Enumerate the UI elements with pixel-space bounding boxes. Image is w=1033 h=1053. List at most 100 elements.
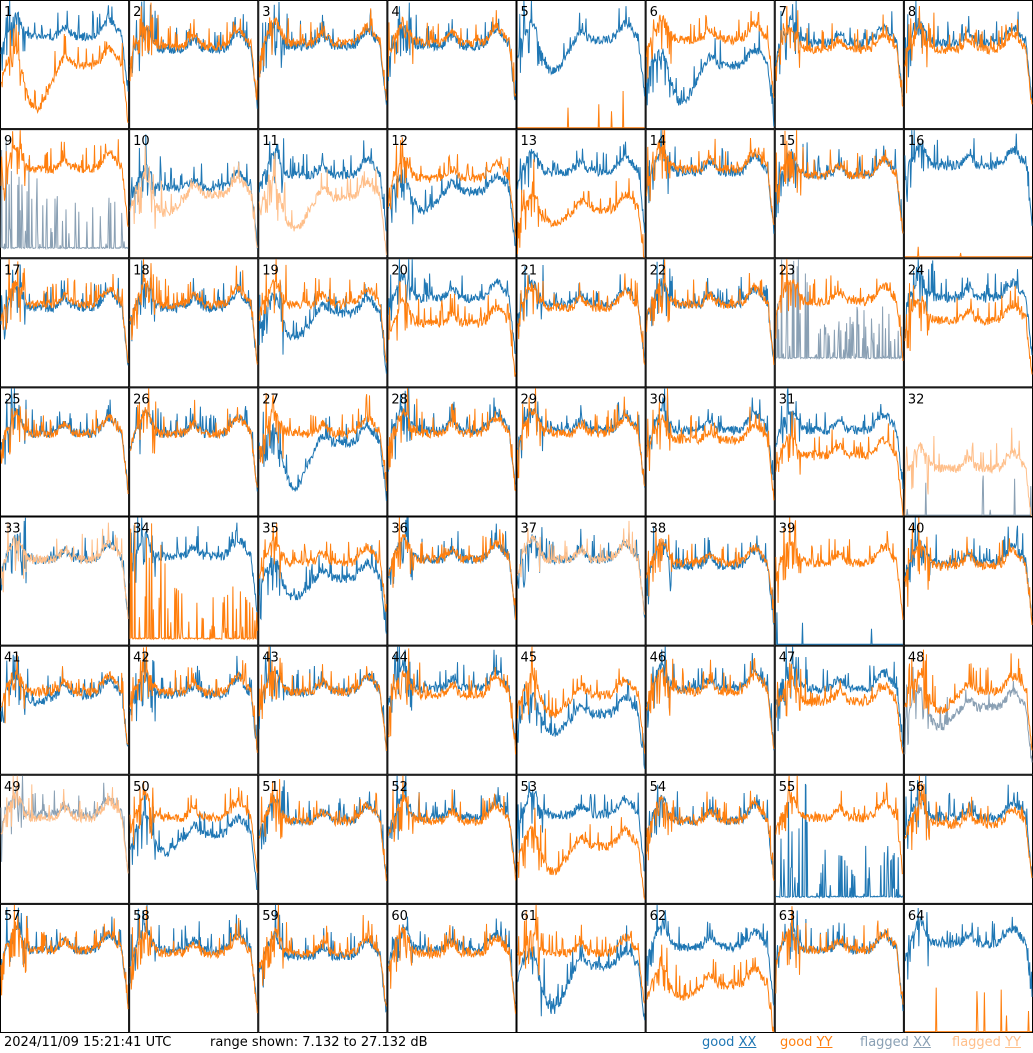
panel-22: 22 (645, 258, 775, 388)
series-xx-line (0, 907, 129, 1004)
panel-40: 40 (903, 516, 1033, 646)
series-yy-line (517, 388, 646, 487)
panel-48: 48 (903, 645, 1033, 775)
panel-number-label: 26 (133, 392, 150, 407)
panel-number-label: 6 (650, 5, 658, 20)
series-yy-line (387, 648, 516, 755)
panel-number-label: 38 (650, 522, 667, 537)
panel-number-label: 30 (650, 392, 667, 407)
panel-46: 46 (645, 645, 775, 775)
panel-frame (774, 0, 904, 130)
panel-number-label: 27 (262, 392, 279, 407)
legend-pol: XX (738, 1035, 757, 1050)
panel-number-label: 46 (650, 651, 667, 666)
panel-number-label: 43 (262, 651, 279, 666)
panel-18: 18 (129, 258, 259, 388)
series-yy-line (387, 775, 516, 881)
series-yy-line (904, 987, 1032, 1033)
series-yy-line (646, 388, 775, 501)
panel-9: 9 (0, 129, 130, 259)
series-yy-line (0, 130, 129, 227)
panel-12: 12 (387, 129, 517, 259)
series-yy-line (775, 5, 904, 107)
panel-37: 37 (516, 516, 646, 646)
panel-2: 2 (129, 0, 259, 130)
panel-number-label: 23 (779, 263, 796, 278)
panel-5: 5 (516, 0, 646, 130)
panel-number-label: 42 (133, 651, 150, 666)
series-yy-line (0, 406, 129, 495)
panel-number-label: 15 (779, 134, 796, 149)
series-yy-line (904, 283, 1033, 375)
series-xx-line (0, 136, 129, 251)
panel-62: 62 (645, 903, 775, 1033)
panel-number-label: 62 (650, 909, 667, 924)
series-yy-line (258, 8, 387, 101)
panel-number-label: 52 (391, 780, 408, 795)
panel-frame (645, 258, 775, 388)
series-yy-line (387, 923, 516, 1014)
series-xx-line (387, 646, 516, 747)
series-yy-line (0, 24, 129, 124)
series-yy-line (388, 517, 516, 620)
panel-6: 6 (645, 0, 775, 130)
series-xx-line (258, 138, 387, 232)
series-yy-line (0, 522, 129, 619)
legend-good-yy: good YY (780, 1035, 832, 1050)
series-yy-line (775, 906, 904, 1005)
panel-64: 64 (903, 903, 1033, 1033)
panel-number-label: 20 (391, 263, 408, 278)
panel-number-label: 16 (908, 134, 925, 149)
panel-number-label: 49 (4, 780, 21, 795)
series-yy-line (129, 259, 258, 365)
panel-number-label: 61 (521, 909, 538, 924)
series-yy-line (517, 273, 646, 365)
panel-26: 26 (129, 387, 259, 517)
series-yy-line (775, 662, 904, 754)
panel-number-label: 10 (133, 134, 150, 149)
panel-7: 7 (774, 0, 904, 130)
panel-frame (0, 0, 130, 130)
legend-pol: YY (1005, 1035, 1021, 1050)
panel-frame (0, 258, 130, 388)
panel-number-label: 1 (4, 5, 12, 20)
panel-number-label: 7 (779, 5, 787, 20)
panel-number-label: 18 (133, 263, 150, 278)
panel-number-label: 60 (391, 909, 408, 924)
series-yy-line (129, 523, 258, 641)
panel-10: 10 (129, 129, 259, 259)
panel-number-label: 59 (262, 909, 279, 924)
series-yy-line (129, 145, 258, 249)
legend-word: good (780, 1035, 813, 1050)
panel-21: 21 (516, 258, 646, 388)
panel-1: 1 (0, 0, 130, 130)
series-xx-line (517, 925, 646, 1021)
series-yy-line (258, 646, 387, 752)
panel-frame (0, 645, 130, 775)
panel-number-label: 13 (521, 134, 538, 149)
panel-number-label: 24 (908, 263, 925, 278)
series-yy-line (904, 649, 1033, 751)
series-yy-line (904, 246, 1032, 258)
panel-number-label: 34 (133, 522, 150, 537)
series-yy-line (387, 280, 516, 377)
panel-number-label: 33 (4, 522, 21, 537)
panel-frame (516, 258, 646, 388)
panel-55: 55 (774, 774, 904, 904)
panel-44: 44 (387, 645, 517, 775)
series-xx-line (904, 0, 1033, 101)
panel-frame (645, 516, 775, 646)
legend-word: flagged (952, 1035, 1001, 1050)
panel-17: 17 (0, 258, 130, 388)
panel-number-label: 47 (779, 651, 796, 666)
panel-number-label: 48 (908, 651, 925, 666)
series-yy-line (775, 411, 904, 516)
legend-word: good (702, 1035, 735, 1050)
legend-good-xx: good XX (702, 1035, 756, 1050)
panel-frame (387, 903, 517, 1033)
footer-bar: 2024/11/09 15:21:41 UTC range shown: 7.1… (0, 1033, 1033, 1053)
panel-frame (387, 129, 517, 259)
panel-number-label: 58 (133, 909, 150, 924)
panel-63: 63 (774, 903, 904, 1033)
